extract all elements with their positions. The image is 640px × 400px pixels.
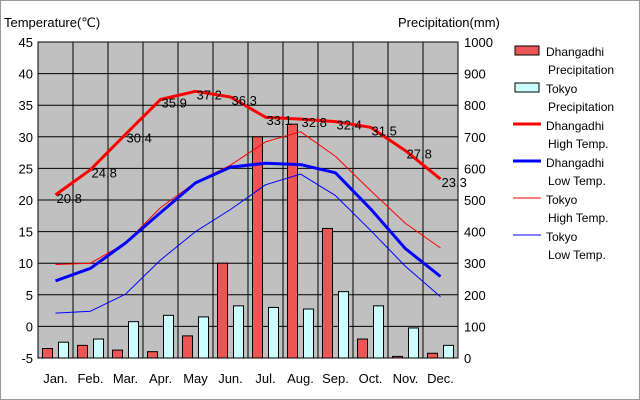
legend-label: Dhangadhi [546,119,604,133]
dhangadhi-precip-bar [217,262,228,359]
legend-label: Dhangadhi [546,45,604,59]
dhangadhi-precip-bar [322,227,333,359]
high-temp-data-label: 37.2 [197,87,222,102]
tokyo-precip-bar [408,327,419,359]
legend-label: Tokyo [546,193,578,207]
left-tick-label: 40 [19,67,33,82]
left-tick-label: 25 [19,161,33,176]
left-axis-title: Temperature(℃) [4,15,100,30]
legend-label: Low Temp. [548,174,606,188]
legend-swatch [514,82,540,93]
left-tick-label: -5 [21,351,33,366]
right-tick-label: 800 [464,98,486,113]
data-labels: 20.8 24.8 30.4 35.9 37.2 36.3 33.1 32.8 32.4 31.5… [57,87,467,206]
tokyo-precip-bar [443,344,454,359]
tokyo-precip-bar [268,306,279,359]
right-tick-label: 700 [464,130,486,145]
left-tick-label: 30 [19,130,33,145]
legend-label: Precipitation [548,100,614,114]
right-tick-label: 400 [464,225,486,240]
left-tick-label: 5 [26,288,33,303]
right-tick-label: 500 [464,193,486,208]
tokyo-precip-bar [93,338,104,359]
dhangadhi-precip-bar [77,344,88,359]
x-tick-label: Mar. [113,371,138,386]
legend-label: Tokyo [546,82,578,96]
legend-label: High Temp. [548,137,608,151]
x-tick-label: Aug. [287,371,314,386]
left-tick-label: 45 [19,35,33,50]
left-tick-label: 20 [19,193,33,208]
legend: Dhangadhi Precipitation Tokyo Precipitation… [513,45,614,262]
x-tick-label: Nov. [393,371,419,386]
dhangadhi-precip-bar [357,338,368,359]
x-tick-label: Apr. [149,371,172,386]
right-axis-title: Precipitation(mm) [398,15,500,30]
tokyo-low-temp-line [55,173,441,314]
tokyo-precip-bar [163,314,174,359]
legend-label: Low Temp. [548,248,606,262]
dhangadhi-precip-bar [42,348,53,359]
x-tick-label: Jan. [43,371,68,386]
high-temp-data-label: 35.9 [162,96,187,111]
legend-label: Tokyo [546,230,578,244]
x-tick-label: Feb. [77,371,103,386]
tokyo-precip-bar [233,305,244,359]
high-temp-data-label: 30.4 [127,130,152,145]
x-tick-label: Oct. [359,371,383,386]
legend-label: High Temp. [548,211,608,225]
high-temp-data-label: 23.3 [442,175,467,190]
high-temp-data-label: 24.8 [92,166,117,181]
right-tick-label: 600 [464,161,486,176]
dhangadhi-precip-bar [182,335,193,359]
high-temp-data-label: 20.8 [57,191,82,206]
x-tick-label: Jun. [218,371,243,386]
left-tick-label: 15 [19,225,33,240]
dhangadhi-precip-bar [287,123,298,359]
tokyo-precip-bar [128,321,139,359]
tokyo-precip-bar [373,305,384,359]
dhangadhi-precip-bar [147,351,158,359]
legend-swatch [514,45,540,56]
high-temp-data-label: 32.4 [337,118,362,133]
tokyo-precip-bar [338,291,349,359]
legend-label: Dhangadhi [546,156,604,170]
right-tick-label: 100 [464,319,486,334]
legend-label: Precipitation [548,63,614,77]
x-tick-label: May [183,371,208,386]
temperature-lines [54,89,442,314]
dhangadhi-precip-bar [427,352,438,359]
high-temp-data-label: 27.8 [407,147,432,162]
right-tick-label: 900 [464,67,486,82]
high-temp-data-label: 36.3 [232,93,257,108]
dhangadhi-high-temp-line [54,89,442,197]
x-tick-label: Sep. [322,371,349,386]
right-tick-label: 1000 [464,35,493,50]
left-tick-label: 35 [19,98,33,113]
high-temp-data-label: 31.5 [372,123,397,138]
high-temp-data-label: 33.1 [267,113,292,128]
x-tick-label: Jul. [255,371,275,386]
dhangadhi-low-temp-line [54,161,442,283]
right-tick-label: 0 [464,351,471,366]
tokyo-precip-bar [58,341,69,359]
left-tick-label: 0 [26,319,33,334]
dhangadhi-precip-bar [392,355,403,359]
tokyo-precip-bar [303,308,314,359]
right-tick-label: 200 [464,288,486,303]
left-tick-label: 10 [19,256,33,271]
x-tick-label: Dec. [427,371,454,386]
right-tick-label: 300 [464,256,486,271]
dhangadhi-precip-bar [112,349,123,359]
high-temp-data-label: 32.8 [302,115,327,130]
dhangadhi-precip-bar [252,136,263,359]
tokyo-precip-bar [198,316,209,359]
precipitation-bars [42,123,454,359]
